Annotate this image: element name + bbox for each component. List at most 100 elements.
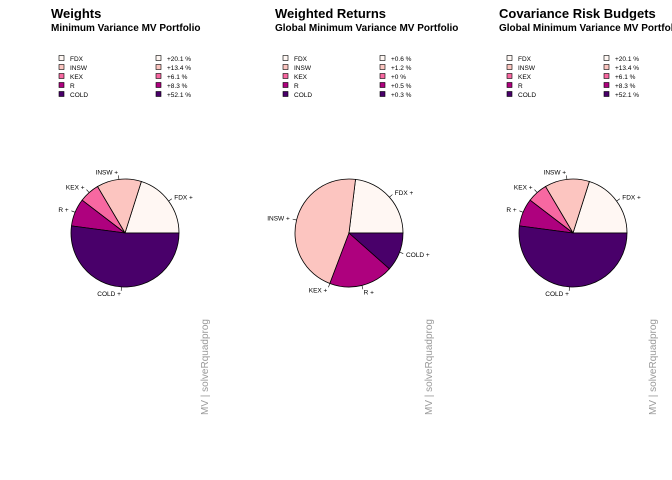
legend-value-cold: +52.1 % bbox=[167, 92, 191, 99]
legend-value-cold: +0.3 % bbox=[391, 92, 412, 99]
legend-value-kex: +0 % bbox=[391, 74, 406, 81]
legend-key-cold bbox=[506, 91, 513, 97]
pie-tick-fdx bbox=[616, 198, 620, 202]
pie-label-kex: KEX + bbox=[66, 185, 85, 192]
chart-title: Weighted Returns bbox=[275, 6, 386, 21]
legend-label-cold: COLD bbox=[294, 92, 312, 99]
legend-label-cold: COLD bbox=[70, 92, 88, 99]
pie-slice-fdx bbox=[348, 178, 404, 234]
legend-label-r: R bbox=[518, 83, 523, 90]
pie-slice-cold bbox=[347, 232, 404, 270]
legend-key-fdx bbox=[58, 55, 65, 61]
legend-key-fdx bbox=[506, 55, 513, 61]
pie-label-cold: COLD + bbox=[545, 291, 569, 298]
legend-key-value-r bbox=[155, 82, 162, 88]
legend-key-kex bbox=[282, 73, 289, 79]
legend-label-insw: INSW bbox=[518, 65, 536, 72]
legend-label-kex: KEX bbox=[70, 74, 84, 81]
pie-tick-r bbox=[519, 210, 524, 213]
legend: FDX +20.1 % INSW +13.4 % KEX +6.1 % R +8.3 % COL… bbox=[506, 55, 639, 99]
legend-key-r bbox=[58, 82, 65, 88]
pie-label-kex: KEX + bbox=[309, 287, 328, 294]
legend-label-fdx: FDX bbox=[70, 56, 84, 63]
legend-key-value-cold bbox=[603, 91, 610, 97]
legend-value-insw: +13.4 % bbox=[167, 65, 191, 72]
legend-value-kex: +6.1 % bbox=[615, 74, 636, 81]
pie-label-r: R + bbox=[506, 207, 517, 214]
legend-value-r: +8.3 % bbox=[167, 83, 188, 90]
pie-label-insw: INSW + bbox=[96, 170, 119, 177]
legend-key-value-cold bbox=[379, 91, 386, 97]
pie-tick-fdx bbox=[168, 198, 172, 202]
legend-value-fdx: +20.1 % bbox=[615, 56, 639, 63]
pie-tick-r bbox=[361, 285, 364, 290]
legend-key-r bbox=[282, 82, 289, 88]
pie-label-insw: INSW + bbox=[267, 216, 290, 223]
legend-value-insw: +13.4 % bbox=[615, 65, 639, 72]
legend-label-r: R bbox=[70, 83, 75, 90]
pie-slice-fdx bbox=[124, 181, 180, 234]
pie-label-fdx: FDX + bbox=[174, 194, 193, 201]
legend-value-fdx: +0.6 % bbox=[391, 56, 412, 63]
pie: FDX + INSW + KEX + R + COLD + bbox=[506, 170, 641, 298]
chart-subtitle: Global Minimum Variance MV Portfolio bbox=[499, 23, 672, 34]
pie-slice-cold bbox=[518, 225, 628, 288]
pie-tick-kex bbox=[328, 283, 331, 288]
legend: FDX +20.1 % INSW +13.4 % KEX +6.1 % R +8.3 % COL… bbox=[58, 55, 191, 99]
legend-label-insw: INSW bbox=[70, 65, 88, 72]
pie-tick-cold bbox=[399, 251, 404, 254]
legend-key-insw bbox=[58, 64, 65, 70]
chart-title: Covariance Risk Budgets bbox=[499, 6, 656, 21]
pie-label-r: R + bbox=[364, 290, 375, 297]
pie-slice-cold bbox=[70, 225, 180, 288]
legend-key-value-fdx bbox=[379, 55, 386, 61]
legend-label-fdx: FDX bbox=[518, 56, 532, 63]
legend-value-cold: +52.1 % bbox=[615, 92, 639, 99]
pie-label-insw: INSW + bbox=[544, 170, 567, 177]
legend-value-r: +0.5 % bbox=[391, 83, 412, 90]
legend-label-insw: INSW bbox=[294, 65, 312, 72]
pie-tick-kex bbox=[534, 189, 538, 193]
panel-covariance-risk-budgets: Covariance Risk Budgets Global Minimum V… bbox=[499, 6, 672, 415]
legend-key-fdx bbox=[282, 55, 289, 61]
legend-key-value-insw bbox=[379, 64, 386, 70]
legend-key-cold bbox=[58, 91, 65, 97]
side-note: MV | solveRquadprog bbox=[648, 319, 659, 415]
legend-key-value-kex bbox=[603, 73, 610, 79]
legend-value-insw: +1.2 % bbox=[391, 65, 412, 72]
legend-label-cold: COLD bbox=[518, 92, 536, 99]
side-note: MV | solveRquadprog bbox=[200, 319, 211, 415]
legend-key-value-fdx bbox=[603, 55, 610, 61]
pie-label-cold: COLD + bbox=[406, 252, 430, 259]
legend-key-value-kex bbox=[155, 73, 162, 79]
pie-slice-fdx bbox=[572, 181, 628, 234]
pie-tick-fdx bbox=[389, 194, 393, 198]
legend-value-kex: +6.1 % bbox=[167, 74, 188, 81]
legend: FDX +0.6 % INSW +1.2 % KEX +0 % R +0.5 % COLD +0.… bbox=[282, 55, 412, 99]
pie-slice-r bbox=[329, 232, 390, 288]
side-note: MV | solveRquadprog bbox=[424, 319, 435, 415]
panel-weights: Weights Minimum Variance MV Portfolio FD… bbox=[51, 6, 211, 415]
legend-value-fdx: +20.1 % bbox=[167, 56, 191, 63]
legend-key-value-insw bbox=[155, 64, 162, 70]
legend-key-value-kex bbox=[379, 73, 386, 79]
pie-label-kex: KEX + bbox=[514, 185, 533, 192]
pie-tick-insw bbox=[292, 218, 297, 221]
legend-key-insw bbox=[506, 64, 513, 70]
panel-weighted-returns: Weighted Returns Global Minimum Variance… bbox=[267, 6, 458, 415]
pie-tick-kex bbox=[86, 189, 90, 193]
pie: FDX + INSW + KEX + R + COLD + bbox=[267, 178, 430, 297]
legend-key-value-r bbox=[379, 82, 386, 88]
legend-key-cold bbox=[282, 91, 289, 97]
legend-label-r: R bbox=[294, 83, 299, 90]
pie-label-r: R + bbox=[58, 207, 69, 214]
legend-key-value-cold bbox=[155, 91, 162, 97]
pie-label-cold: COLD + bbox=[97, 291, 121, 298]
legend-key-value-r bbox=[603, 82, 610, 88]
legend-label-fdx: FDX bbox=[294, 56, 308, 63]
legend-label-kex: KEX bbox=[518, 74, 532, 81]
legend-key-kex bbox=[506, 73, 513, 79]
legend-key-insw bbox=[282, 64, 289, 70]
legend-value-r: +8.3 % bbox=[615, 83, 636, 90]
